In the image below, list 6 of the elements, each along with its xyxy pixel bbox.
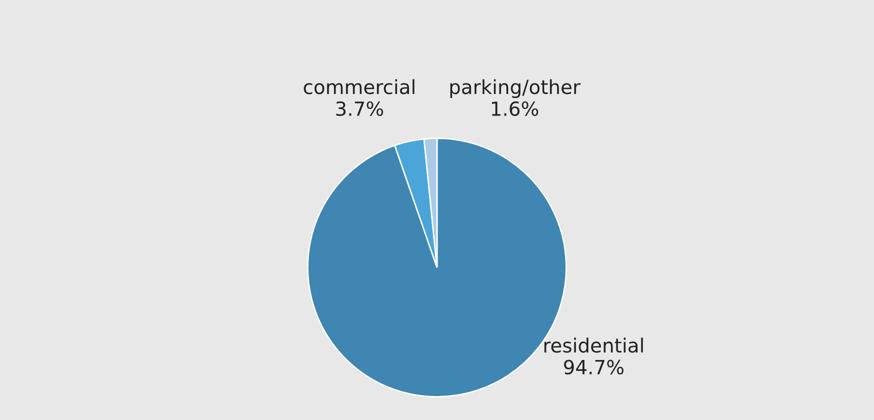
slice-label: commercial [304,79,414,94]
slice-label: residential [544,338,643,353]
data-label: 94.7% [564,360,624,374]
data-label: 1.6% [492,101,538,116]
slice-label: parking/other [450,79,581,98]
data-label: 3.7% [336,101,384,116]
